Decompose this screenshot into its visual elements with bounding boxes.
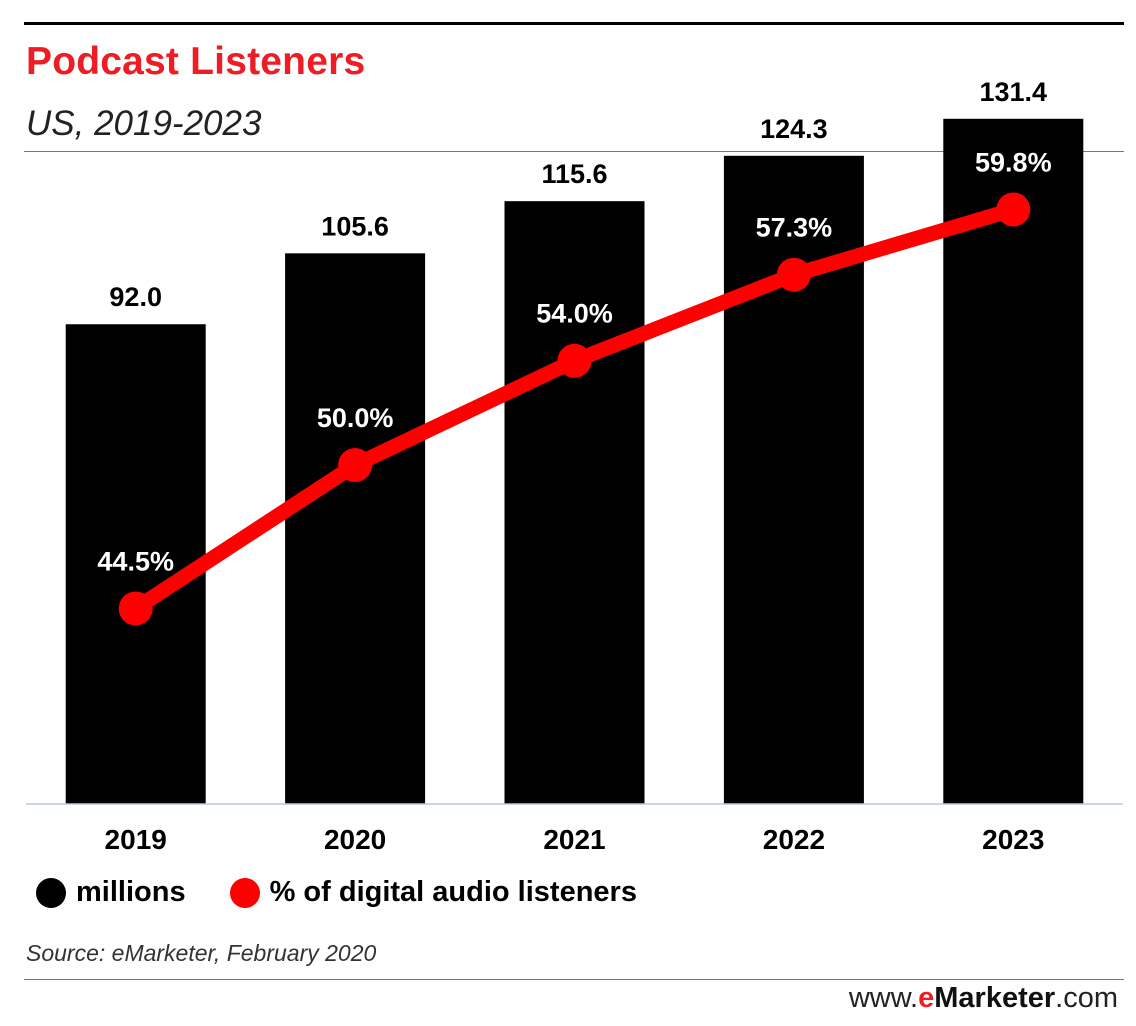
percent-point-2022 [776,257,811,292]
bar-2019 [65,324,206,804]
x-tick-label-2021: 2021 [543,824,605,855]
podcast-chart: 92.0 105.6 115.6 124.3 131.4 2019 2020 2021 2022… [26,77,1123,855]
legend-item-percent: % of digital audio listeners [229,876,637,909]
percent-point-2020 [338,448,373,483]
bar-value-label-2023: 131.4 [980,77,1048,107]
top-rule [24,22,1124,25]
source-note: Source: eMarketer, February 2020 [26,940,377,966]
bar-value-label-2020: 105.6 [321,211,389,241]
bar-2020 [285,253,426,804]
percent-point-2021 [557,343,592,378]
chart-title: Podcast Listeners [26,40,366,83]
legend-label-millions: millions [76,876,186,908]
percent-label-2020: 50.0% [317,403,394,433]
legend: millions % of digital audio listeners [36,876,681,909]
bar-2021 [504,201,645,804]
red-dot-icon [229,877,260,908]
bottom-rule [24,979,1124,980]
bar-value-label-2021: 115.6 [541,159,607,189]
percent-point-2019 [118,591,153,626]
subtitle-rule [24,151,1124,152]
x-tick-label-2022: 2022 [763,824,825,855]
brand-e: e [918,982,935,1014]
percent-label-2022: 57.3% [756,213,833,243]
chart-subtitle: US, 2019-2023 [26,104,262,143]
bar-value-label-2022: 124.3 [760,114,828,144]
x-tick-label-2020: 2020 [324,824,386,855]
bar-value-label-2019: 92.0 [109,282,162,312]
x-tick-label-2023: 2023 [982,824,1044,855]
bar-2023 [943,118,1084,805]
percent-label-2023: 59.8% [975,148,1052,178]
legend-item-millions: millions [36,876,186,909]
brand-name: Marketer [934,982,1056,1014]
percent-label-2019: 44.5% [97,546,174,576]
x-tick-label-2019: 2019 [105,824,167,855]
percent-label-2021: 54.0% [536,299,613,329]
black-dot-icon [36,877,66,908]
brand-prefix: www. [848,982,919,1014]
legend-label-percent: % of digital audio listeners [269,876,637,908]
brand-suffix: .com [1055,982,1118,1014]
brand-logo: www.eMarketer.com [849,982,1118,1015]
percent-point-2023 [996,192,1031,227]
